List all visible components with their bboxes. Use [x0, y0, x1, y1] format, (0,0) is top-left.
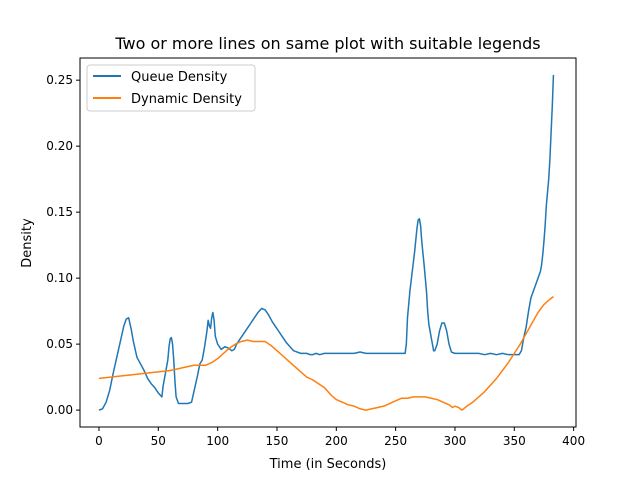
- legend-label-queue-density: Queue Density: [131, 70, 228, 85]
- x-tick-label: 200: [325, 434, 348, 448]
- x-tick-label: 0: [95, 434, 103, 448]
- y-tick-label: 0.00: [46, 403, 73, 417]
- y-tick-label: 0.20: [46, 139, 73, 153]
- legend: Queue Density Dynamic Density: [86, 64, 256, 112]
- series-layer: [98, 74, 555, 411]
- series-line-dynamic-density: [98, 296, 554, 411]
- plot-area-frame: [79, 57, 577, 428]
- y-axis-label: Density: [20, 218, 35, 268]
- series-line-queue-density: [98, 74, 555, 411]
- y-tick-label: 0.15: [46, 205, 73, 219]
- x-tick-label: 350: [503, 434, 526, 448]
- x-tick-label: 250: [384, 434, 407, 448]
- y-tick-label: 0.05: [46, 337, 73, 351]
- chart-title: Two or more lines on same plot with suit…: [114, 34, 540, 53]
- y-tick-label: 0.25: [46, 73, 73, 87]
- x-tick-label: 300: [444, 434, 467, 448]
- x-tick-label: 150: [266, 434, 289, 448]
- y-tick-label: 0.10: [46, 271, 73, 285]
- x-axis-label: Time (in Seconds): [269, 457, 387, 472]
- x-tick-label: 100: [206, 434, 229, 448]
- y-axis-ticks: 0.00 0.05 0.10 0.15 0.20 0.25: [46, 73, 80, 417]
- x-tick-label: 400: [562, 434, 585, 448]
- legend-label-dynamic-density: Dynamic Density: [131, 92, 242, 107]
- x-tick-label: 50: [151, 434, 166, 448]
- x-axis-ticks: 0 50 100 150 200 250 300 350 400: [95, 427, 585, 448]
- legend-box: [86, 64, 256, 112]
